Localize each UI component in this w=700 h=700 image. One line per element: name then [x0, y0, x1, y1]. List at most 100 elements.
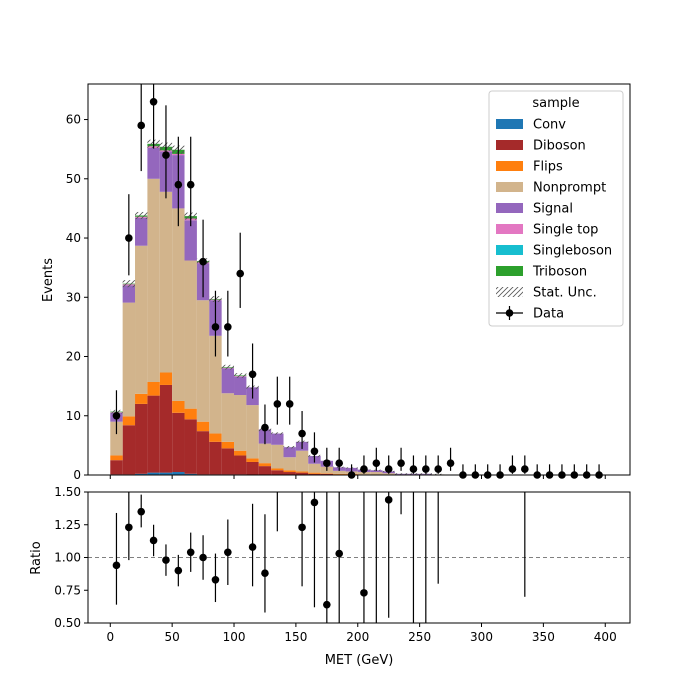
bar-signal [283, 447, 296, 458]
legend-label-data: Data [533, 307, 564, 322]
data-point [335, 459, 344, 467]
bar-diboson [196, 431, 210, 475]
legend-swatch-conv [496, 119, 523, 129]
x-tick-label: 300 [470, 630, 493, 644]
legend-label-conv: Conv [533, 118, 566, 133]
stat-unc-hatch [283, 445, 296, 449]
bar-signal [221, 368, 235, 394]
bar-flips [209, 433, 222, 442]
bar-nonprompt [159, 191, 173, 373]
ratio-y-tick-label: 1.50 [54, 485, 81, 499]
data-point [149, 97, 158, 106]
legend-data-marker [505, 309, 514, 317]
ratio-point [174, 566, 183, 575]
bar-flips [246, 458, 259, 462]
bar-conv [147, 472, 160, 475]
x-axis-ticks [109, 475, 606, 479]
bar-flips [320, 473, 334, 474]
y-tick-label: 40 [66, 231, 81, 245]
legend: sample Conv Diboson Flips Nonprompt Signal Si… [488, 90, 624, 327]
x-tick-label: 200 [346, 630, 369, 644]
ratio-point [112, 561, 121, 570]
stat-unc-hatch [234, 373, 247, 378]
data-point [298, 429, 306, 438]
data-point [384, 465, 393, 473]
data-point [273, 400, 282, 408]
legend-swatch-triboson [496, 266, 523, 276]
y-axis-ticks: 0 10 20 30 40 50 60 [66, 113, 88, 482]
y-tick-label: 20 [66, 350, 81, 364]
data-point [125, 234, 133, 242]
ratio-point [310, 498, 319, 507]
x-tick-label: 150 [284, 630, 307, 644]
bar-diboson [320, 473, 334, 475]
legend-label-triboson: Triboson [532, 265, 587, 280]
bar-diboson [184, 419, 197, 474]
bar-nonprompt [283, 457, 296, 471]
y-tick-label: 30 [66, 290, 81, 304]
bar-conv [184, 473, 197, 475]
data-point [397, 459, 405, 467]
x-tick-label: 350 [532, 630, 555, 644]
bar-signal [135, 217, 148, 246]
ratio-point [298, 523, 306, 532]
bar-flips [295, 471, 309, 473]
bar-nonprompt [172, 208, 185, 401]
legend-label-single-top: Single top [533, 223, 598, 238]
bar-conv [135, 473, 148, 475]
bar-flips [196, 421, 210, 432]
ratio-point [261, 569, 269, 578]
data-point [186, 180, 195, 189]
data-point [174, 180, 183, 189]
data-point [409, 465, 418, 473]
bar-diboson [209, 441, 222, 475]
stat-unc-hatch [122, 280, 136, 288]
bar-diboson [271, 470, 284, 475]
ratio-y-tick-label: 0.50 [54, 616, 81, 630]
bar-flips [333, 473, 346, 475]
stat-unc-hatch [221, 364, 235, 370]
ratio-point [137, 507, 146, 516]
bar-signal [122, 285, 136, 303]
ratio-axes-frame [87, 491, 631, 624]
bar-nonprompt [135, 245, 148, 394]
bar-nonprompt [333, 470, 346, 474]
ratio-y-tick-label: 1.25 [54, 518, 81, 532]
ratio-point [224, 548, 232, 557]
ratio-point [125, 523, 133, 532]
bar-flips [184, 408, 197, 420]
x-tick-label: 250 [408, 630, 431, 644]
y-tick-label: 60 [66, 113, 81, 127]
bar-nonprompt [110, 421, 123, 456]
bar-nonprompt [147, 178, 160, 382]
ratio-point [360, 589, 368, 597]
bar-nonprompt [209, 335, 222, 434]
main-panel: 0 10 20 30 40 50 60 Events [41, 83, 631, 482]
bar-nonprompt [246, 405, 259, 459]
ratio-point [211, 575, 220, 584]
bar-diboson [246, 461, 259, 475]
legend-label-signal: Signal [533, 202, 573, 217]
bar-nonprompt [370, 472, 383, 475]
bar-diboson [295, 472, 309, 475]
legend-label-stat-unc-: Stat. Unc. [533, 286, 597, 301]
x-tick-label: 50 [165, 630, 180, 644]
bar-nonprompt [382, 473, 395, 475]
bar-nonprompt [308, 463, 321, 473]
bar-diboson [135, 403, 148, 474]
data-point [224, 323, 232, 331]
legend-swatch-nonprompt [496, 182, 523, 192]
data-point [236, 269, 245, 278]
bar-flips [172, 400, 185, 413]
ratio-points [112, 492, 526, 623]
ratio-panel: 0.50 0.75 1.00 1.25 1.50 0 50 100 150 200 250 300 3… [29, 485, 631, 668]
bar-flips [271, 468, 284, 471]
bar-nonprompt [234, 395, 247, 451]
data-point [372, 459, 381, 467]
y-tick-label: 10 [66, 409, 81, 423]
bar-flips [122, 416, 136, 426]
ratio-y-axis-label: Ratio [29, 541, 44, 574]
ratio-point [199, 553, 207, 562]
legend-swatch-signal [496, 203, 523, 213]
bar-diboson [159, 384, 173, 473]
